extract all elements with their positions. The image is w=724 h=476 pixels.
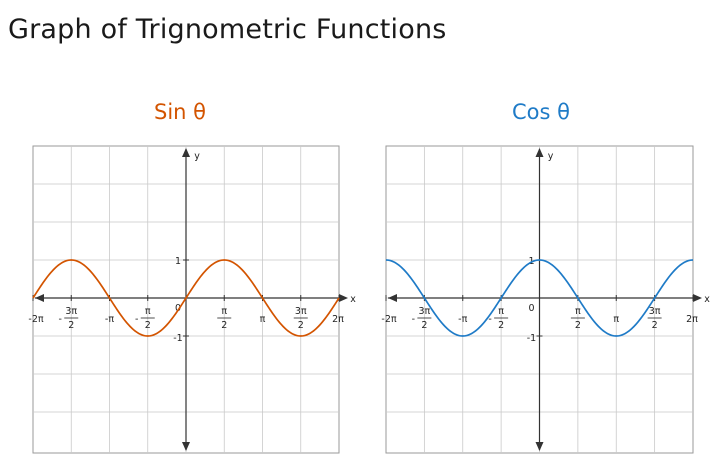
sin-data-point xyxy=(147,335,149,337)
sin-x-tick-numerator: π xyxy=(145,306,151,317)
cos-y-axis-label: y xyxy=(548,151,554,162)
cos-x-tick-label: -2π xyxy=(381,314,396,325)
sin-x-tick-label: -2π xyxy=(28,314,43,325)
cos-x-tick-label: 2π xyxy=(686,314,698,325)
cos-chart-title: Cos θ xyxy=(512,100,570,124)
sin-x-tick-fraction: π2 xyxy=(217,306,232,331)
sin-y-axis-label: y xyxy=(194,151,200,162)
cos-data-point xyxy=(538,259,540,261)
sin-data-point xyxy=(261,297,263,299)
sin-x-tick-numerator: π xyxy=(221,306,227,317)
cos-x-arrow-left xyxy=(388,294,397,302)
cos-origin-label: 0 xyxy=(528,303,534,314)
sin-data-point xyxy=(300,335,302,337)
sin-x-tick-fraction: 3π 2- xyxy=(59,306,79,331)
cos-data-point xyxy=(500,297,502,299)
sin-data-point xyxy=(166,324,168,326)
sin-data-point xyxy=(51,270,53,272)
sin-x-tick-fraction: 3π2 xyxy=(293,306,308,331)
sin-x-tick-fraction: π 2- xyxy=(135,306,155,331)
sin-y-tick-label: -1 xyxy=(173,333,182,344)
cos-data-point xyxy=(692,259,694,261)
sin-x-arrow-right xyxy=(339,294,348,302)
sin-x-arrow-left xyxy=(35,294,44,302)
cos-data-point xyxy=(596,324,598,326)
sin-x-tick-denominator: 2 xyxy=(145,320,151,331)
cos-x-arrow-right xyxy=(693,294,702,302)
cos-x-tick-fraction: π 2- xyxy=(488,306,509,331)
cos-x-tick-label: π xyxy=(613,314,619,325)
sin-x-tick-label: 2π xyxy=(332,314,344,325)
sin-data-point xyxy=(319,324,321,326)
sin-y-arrow-up xyxy=(182,148,190,157)
sin-curve xyxy=(32,259,340,337)
page-title: Graph of Trignometric Functions xyxy=(8,14,447,45)
cos-x-tick-numerator: 3π xyxy=(418,306,430,317)
cos-x-tick-fraction: π2 xyxy=(570,306,585,331)
sin-data-point xyxy=(223,259,225,261)
sin-data-point xyxy=(280,324,282,326)
cos-data-point xyxy=(423,297,425,299)
sin-chart-title: Sin θ xyxy=(154,100,206,124)
sin-data-point xyxy=(108,297,110,299)
sin-x-tick-numerator: 3π xyxy=(65,306,77,317)
cos-data-point xyxy=(462,335,464,337)
cos-data-point xyxy=(385,259,387,261)
cos-data-point xyxy=(404,270,406,272)
cos-data-point xyxy=(653,297,655,299)
cos-data-point xyxy=(557,270,559,272)
cos-x-tick-label: -π xyxy=(458,314,467,325)
sin-x-tick-denominator: 2 xyxy=(298,320,304,331)
sin-x-tick-denominator: 2 xyxy=(68,320,74,331)
sin-x-tick-sign: - xyxy=(59,314,62,325)
cos-x-tick-denominator: 2 xyxy=(575,320,581,331)
sin-data-point xyxy=(204,270,206,272)
cos-x-tick-denominator: 2 xyxy=(498,320,504,331)
sin-origin-label: 0 xyxy=(175,303,181,314)
sin-data-point xyxy=(338,297,340,299)
cos-data-point xyxy=(481,324,483,326)
sin-y-arrow-down xyxy=(182,442,190,451)
cos-data-point xyxy=(673,270,675,272)
sin-data-point xyxy=(89,270,91,272)
cos-x-tick-fraction: 3π 2- xyxy=(412,306,432,331)
cos-x-tick-numerator: 3π xyxy=(649,306,661,317)
sin-data-point xyxy=(127,324,129,326)
cos-data-point xyxy=(577,297,579,299)
cos-y-tick-label: -1 xyxy=(527,333,536,344)
sin-data-point xyxy=(242,270,244,272)
cos-data-point xyxy=(634,324,636,326)
sin-data-point xyxy=(185,297,187,299)
sin-x-axis-label: x xyxy=(350,294,356,305)
cos-x-tick-numerator: π xyxy=(498,306,504,317)
sin-x-tick-label: π xyxy=(260,314,266,325)
sin-data-point xyxy=(70,259,72,261)
cos-x-tick-numerator: π xyxy=(575,306,581,317)
cos-x-tick-denominator: 2 xyxy=(652,320,658,331)
sin-x-tick-sign: - xyxy=(135,314,138,325)
cos-x-tick-sign: - xyxy=(488,314,491,325)
cos-x-axis-label: x xyxy=(704,294,710,305)
cos-data-point xyxy=(442,324,444,326)
cos-data-point xyxy=(615,335,617,337)
cos-x-tick-sign: - xyxy=(412,314,415,325)
sin-x-tick-numerator: 3π xyxy=(295,306,307,317)
cos-x-tick-denominator: 2 xyxy=(421,320,427,331)
sin-x-tick-denominator: 2 xyxy=(221,320,227,331)
cos-x-tick-fraction: 3π2 xyxy=(647,306,662,331)
cos-y-arrow-up xyxy=(535,148,544,157)
cos-y-arrow-down xyxy=(535,442,544,451)
sin-data-point xyxy=(32,297,34,299)
cos-curve xyxy=(385,259,694,337)
sin-y-tick-label: 1 xyxy=(175,256,181,267)
cos-data-point xyxy=(519,270,521,272)
sin-x-tick-label: -π xyxy=(105,314,114,325)
